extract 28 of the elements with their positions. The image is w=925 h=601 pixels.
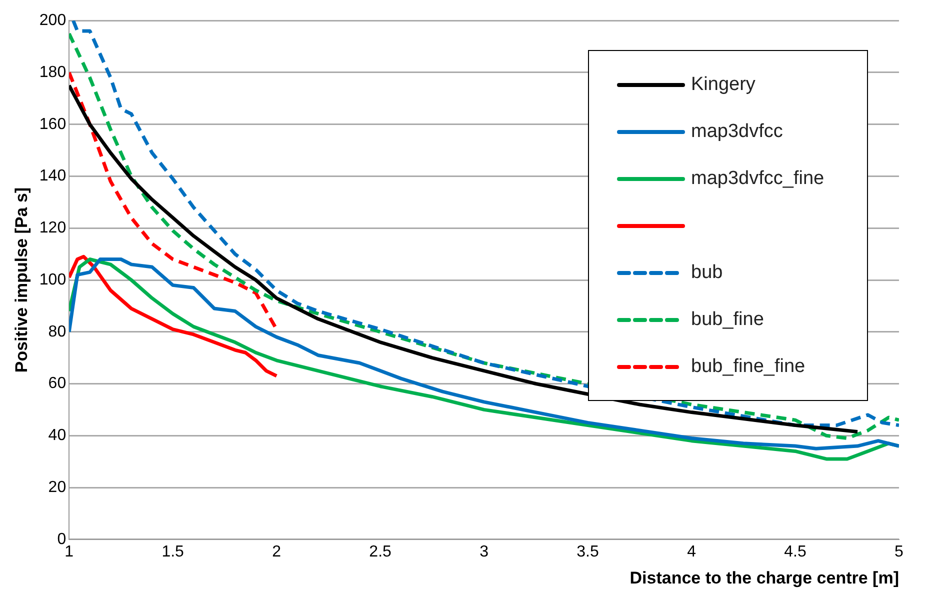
x-tick-label: 1.5 <box>162 543 184 560</box>
y-tick-label: 20 <box>48 478 66 496</box>
y-tick-label: 40 <box>48 427 66 444</box>
y-axis-title: Positive impulse [Pa s] <box>12 187 31 373</box>
y-tick-label: 160 <box>39 116 66 133</box>
y-tick-label: 180 <box>39 64 66 81</box>
y-tick-label: 120 <box>39 220 66 237</box>
x-tick-label: 4.5 <box>784 543 806 560</box>
y-tick-label: 100 <box>39 271 66 288</box>
y-tick-label: 80 <box>48 323 66 340</box>
x-tick-label: 1 <box>64 543 74 560</box>
x-tick-label: 3 <box>480 543 489 560</box>
x-tick-label: 5 <box>894 543 904 560</box>
legend-label: bub_fine <box>691 308 765 330</box>
y-tick-label: 200 <box>39 12 66 30</box>
legend-label: Kingery <box>691 74 756 96</box>
y-tick-label: 140 <box>39 168 66 185</box>
legend-label: map3dvfcc <box>691 120 784 142</box>
legend-label: bub <box>691 262 724 284</box>
x-tick-label: 3.5 <box>576 543 600 560</box>
x-tick-label: 4 <box>687 543 696 560</box>
legend-label: map3dvfcc_fine <box>691 168 826 190</box>
x-tick-label: 2.5 <box>369 543 392 560</box>
x-axis-title: Distance to the charge centre [m] <box>630 568 899 588</box>
x-tick-label: 2 <box>272 543 282 560</box>
legend-label: bub_fine_fine <box>691 356 806 378</box>
y-tick-label: 60 <box>48 375 66 392</box>
y-tick-label: 0 <box>57 530 66 548</box>
